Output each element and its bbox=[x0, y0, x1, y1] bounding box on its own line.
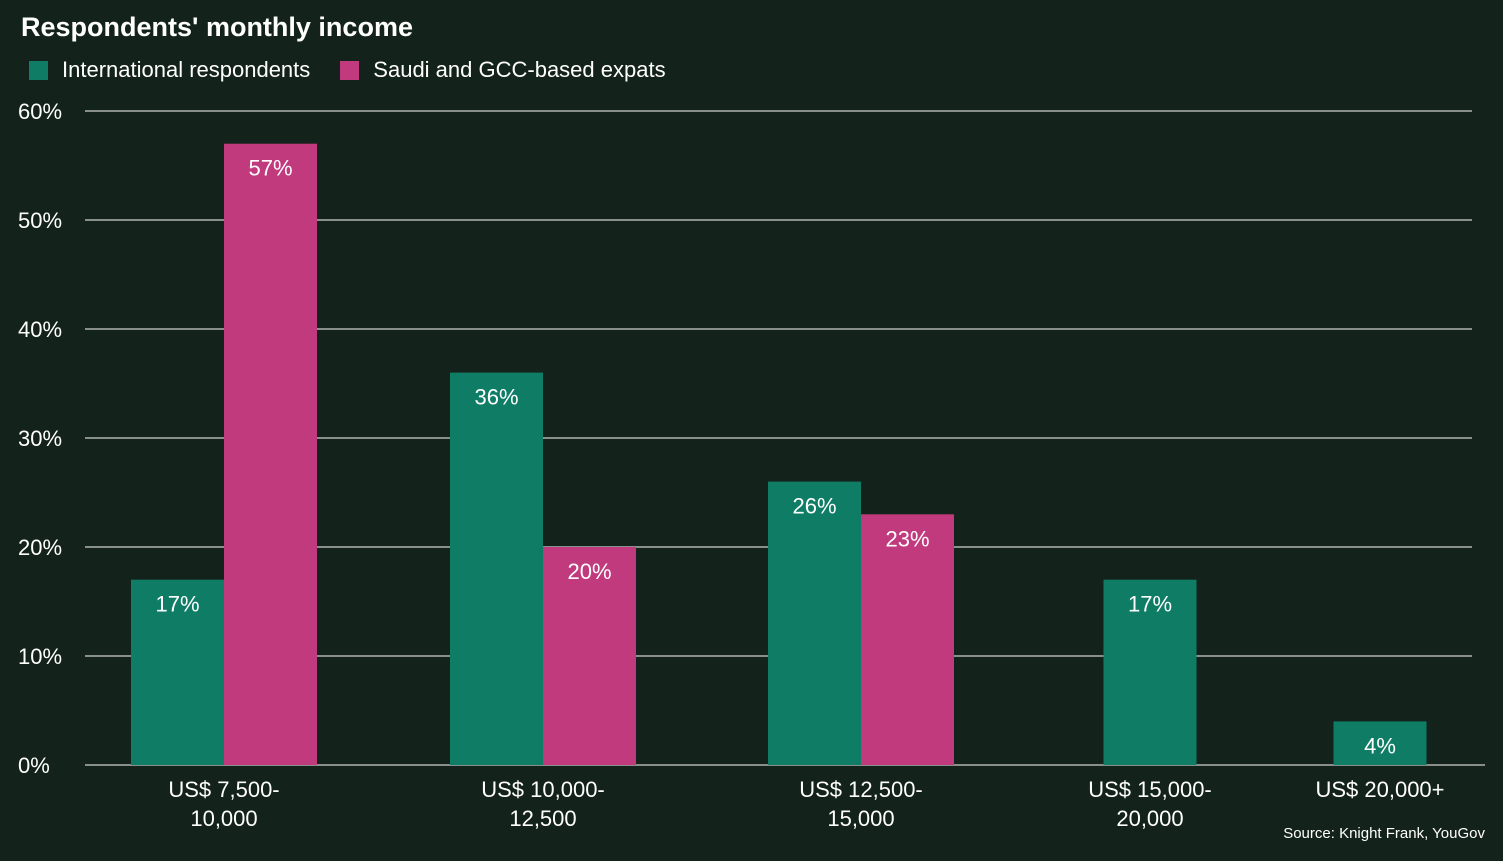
y-tick-label: 10% bbox=[18, 644, 62, 669]
bar bbox=[1333, 721, 1427, 765]
bar-value-label: 23% bbox=[885, 526, 929, 551]
x-tick-label: 20,000 bbox=[1116, 806, 1183, 831]
bar-value-label: 57% bbox=[248, 156, 292, 181]
bar bbox=[450, 372, 543, 765]
x-tick-label: US$ 15,000- bbox=[1088, 777, 1212, 802]
x-tick-label: 10,000 bbox=[190, 806, 257, 831]
legend-label-saudi-gcc: Saudi and GCC-based expats bbox=[373, 57, 666, 82]
legend-item-saudi-gcc: Saudi and GCC-based expats bbox=[340, 57, 666, 83]
x-tick-label: US$ 7,500- bbox=[168, 777, 279, 802]
x-tick-label: US$ 20,000+ bbox=[1315, 777, 1444, 802]
chart-title: Respondents' monthly income bbox=[21, 12, 413, 42]
bar bbox=[1103, 579, 1197, 765]
bar-value-label: 26% bbox=[792, 494, 836, 519]
y-tick-label: 20% bbox=[18, 535, 62, 560]
legend: International respondents Saudi and GCC-… bbox=[29, 57, 696, 83]
bar-value-label: 20% bbox=[567, 559, 611, 584]
y-tick-label: 60% bbox=[18, 99, 62, 124]
bar bbox=[543, 547, 636, 765]
bar bbox=[768, 481, 861, 765]
y-tick-label: 0% bbox=[18, 753, 50, 778]
y-tick-label: 50% bbox=[18, 208, 62, 233]
bar bbox=[131, 579, 224, 765]
y-tick-label: 30% bbox=[18, 426, 62, 451]
legend-label-international: International respondents bbox=[62, 57, 311, 82]
bar bbox=[224, 143, 317, 765]
bar-value-label: 36% bbox=[474, 385, 518, 410]
source-note: Source: Knight Frank, YouGov bbox=[1283, 825, 1485, 842]
x-tick-label: US$ 12,500- bbox=[799, 777, 923, 802]
legend-item-international: International respondents bbox=[29, 57, 310, 83]
legend-swatch-international bbox=[29, 60, 48, 80]
x-tick-label: US$ 10,000- bbox=[481, 777, 605, 802]
bar-value-label: 17% bbox=[155, 592, 199, 617]
bar bbox=[861, 514, 954, 765]
y-tick-label: 40% bbox=[18, 317, 62, 342]
x-tick-label: 12,500 bbox=[509, 806, 576, 831]
x-tick-label: 15,000 bbox=[827, 806, 894, 831]
bar-value-label: 17% bbox=[1128, 592, 1172, 617]
bar-value-label: 4% bbox=[1364, 733, 1396, 758]
legend-swatch-saudi-gcc bbox=[340, 60, 360, 80]
